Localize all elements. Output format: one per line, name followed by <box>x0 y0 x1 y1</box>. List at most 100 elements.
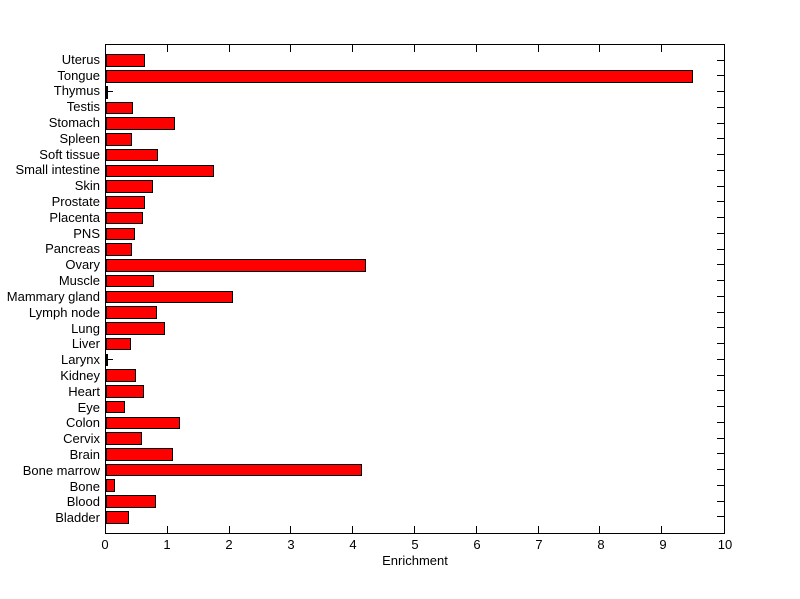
y-tick-label-tongue: Tongue <box>57 67 100 83</box>
y-tick-label-pancreas: Pancreas <box>45 241 100 257</box>
y-tick-label-spleen: Spleen <box>59 130 100 146</box>
plot-area <box>105 44 725 534</box>
y-tick-label-lymph-node: Lymph node <box>28 304 100 320</box>
x-tick-mark <box>166 45 168 52</box>
bar-stomach <box>106 117 176 130</box>
bar-thymus <box>106 85 108 99</box>
y-tick-label-prostate: Prostate <box>51 194 100 210</box>
y-tick-label-testis: Testis <box>66 99 100 115</box>
bar-eye <box>106 400 125 414</box>
bar-mammary-gland <box>106 290 233 304</box>
y-axis-labels: Uterus Tongue Thymus Testis Stomach Spleen Sof… <box>0 44 100 534</box>
y-tick-label-uterus: Uterus <box>61 51 100 67</box>
y-tick-mark <box>717 248 724 250</box>
x-tick-mark <box>537 526 539 533</box>
y-tick-mark <box>717 106 724 108</box>
y-tick-mark <box>717 484 724 486</box>
y-tick-label-bladder: Bladder <box>55 510 100 526</box>
bar-soft-tissue <box>106 148 158 162</box>
y-tick-mark <box>717 154 724 156</box>
y-tick-mark <box>717 91 724 93</box>
y-tick-label-colon: Colon <box>66 415 100 431</box>
bar-pancreas <box>106 243 132 256</box>
y-tick-mark <box>106 358 113 360</box>
y-tick-label-cervix: Cervix <box>63 431 100 447</box>
y-tick-label-kidney: Kidney <box>60 367 100 383</box>
y-tick-mark <box>717 390 724 392</box>
bar-muscle <box>106 274 155 288</box>
y-tick-mark <box>717 122 724 124</box>
x-tick-label-3: 3 <box>287 537 295 552</box>
y-tick-mark <box>717 358 724 360</box>
y-tick-mark <box>717 75 724 77</box>
y-tick-label-bone: Bone <box>69 478 100 494</box>
x-tick-label-1: 1 <box>163 537 171 552</box>
y-tick-mark <box>717 500 724 502</box>
bar-lung <box>106 322 166 335</box>
bar-kidney <box>106 369 137 382</box>
x-tick-label-8: 8 <box>597 537 605 552</box>
bar-small-intestine <box>106 164 214 178</box>
bar-lymph-node <box>106 306 157 319</box>
y-tick-mark <box>717 516 724 518</box>
y-tick-label-stomach: Stomach <box>48 115 100 131</box>
bar-bone-marrow <box>106 463 363 477</box>
x-tick-label-7: 7 <box>535 537 543 552</box>
x-tick-mark <box>166 526 168 533</box>
y-tick-label-eye: Eye <box>77 399 100 415</box>
bar-ovary <box>106 259 366 272</box>
y-tick-label-blood: Blood <box>66 494 100 510</box>
bar-brain <box>106 447 173 461</box>
y-tick-label-heart: Heart <box>68 383 100 399</box>
bar-liver <box>106 337 131 351</box>
x-tick-mark <box>599 526 601 533</box>
x-tick-label-4: 4 <box>349 537 357 552</box>
y-tick-label-thymus: Thymus <box>53 83 100 99</box>
bar-colon <box>106 416 181 430</box>
y-tick-mark <box>717 374 724 376</box>
y-tick-label-brain: Brain <box>69 446 100 462</box>
y-tick-mark <box>717 327 724 329</box>
bar-spleen <box>106 133 132 146</box>
bar-cervix <box>106 432 142 445</box>
y-tick-label-small-intestine: Small intestine <box>15 162 100 178</box>
y-tick-mark <box>717 201 724 203</box>
x-tick-mark <box>414 526 415 533</box>
x-tick-mark <box>537 45 539 52</box>
bar-testis <box>106 101 133 115</box>
bar-bladder <box>106 510 129 524</box>
y-tick-mark <box>717 59 724 61</box>
x-tick-mark <box>475 526 477 533</box>
y-tick-label-ovary: Ovary <box>65 257 100 273</box>
bar-larynx <box>106 353 108 367</box>
y-tick-label-larynx: Larynx <box>60 352 100 368</box>
x-tick-label-6: 6 <box>473 537 481 552</box>
x-tick-mark <box>352 526 354 533</box>
bar-heart <box>106 385 144 398</box>
x-axis-tick-labels: 0 1 2 3 4 5 6 7 8 9 10 <box>101 537 732 553</box>
x-tick-mark <box>290 45 292 52</box>
y-tick-mark <box>717 217 724 219</box>
x-tick-mark <box>599 45 601 52</box>
bar-skin <box>106 180 153 193</box>
y-tick-mark <box>717 453 724 455</box>
y-tick-mark <box>717 232 724 234</box>
y-tick-mark <box>106 91 113 93</box>
bar-pns <box>106 227 136 241</box>
y-tick-label-muscle: Muscle <box>58 273 100 289</box>
y-tick-mark <box>717 406 724 408</box>
x-tick-mark <box>661 526 663 533</box>
bar-placenta <box>106 211 144 225</box>
x-tick-label-9: 9 <box>659 537 667 552</box>
y-tick-label-lung: Lung <box>71 320 100 336</box>
y-tick-label-skin: Skin <box>74 178 100 194</box>
y-tick-mark <box>717 421 724 423</box>
bar-bone <box>106 479 116 493</box>
x-tick-label-0: 0 <box>101 537 109 552</box>
x-tick-label-5: 5 <box>411 537 419 552</box>
x-tick-mark <box>414 45 415 52</box>
x-tick-label-10: 10 <box>717 537 733 552</box>
y-tick-mark <box>717 469 724 471</box>
bar-tongue <box>106 70 694 83</box>
